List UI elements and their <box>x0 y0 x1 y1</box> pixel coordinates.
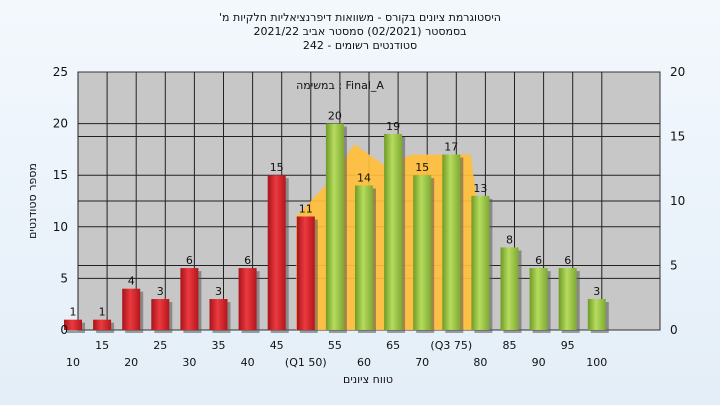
bar-15 <box>500 247 519 330</box>
x-tick-label: 65 <box>386 339 400 352</box>
bar-2 <box>122 288 141 330</box>
y-tick-label: 5 <box>60 271 68 285</box>
bar-value-label: 6 <box>244 254 251 267</box>
y-tick-label: 25 <box>53 65 68 79</box>
x-tick-label: 40 <box>241 356 255 369</box>
x-tick-label: 100 <box>586 356 607 369</box>
x-tick-label: 45 <box>270 339 284 352</box>
y-tick-label: 20 <box>53 117 68 131</box>
y2-tick-label: 0 <box>670 323 678 337</box>
bar-value-label: 1 <box>70 306 77 319</box>
chart-title-line-1: היסטוגרמת ציונים בקורס - משוואות דיפרנצי… <box>219 11 501 24</box>
y2-tick-label: 20 <box>670 65 685 79</box>
bar-12 <box>413 175 432 330</box>
x-tick-label: 95 <box>561 339 575 352</box>
bar-1 <box>93 319 112 330</box>
x-axis: 10 15 20 25 30 35 40 45(Q1 50)55 60 65 70(Q3 75)80… <box>66 339 607 369</box>
x-tick-label: (Q3 75) <box>430 339 472 352</box>
bar-0 <box>64 319 82 330</box>
bar-14 <box>471 195 490 330</box>
bar-3 <box>151 299 170 330</box>
bar-value-label: 14 <box>357 172 371 185</box>
bar-value-label: 3 <box>593 285 600 298</box>
x-tick-label: 60 <box>357 356 371 369</box>
bar-18 <box>587 299 606 330</box>
x-tick-label: 55 <box>328 339 342 352</box>
bar-value-label: 3 <box>157 285 164 298</box>
x-axis-label: טווח ציונים <box>343 373 393 386</box>
x-tick-label: 10 <box>66 356 80 369</box>
x-tick-label: 20 <box>124 356 138 369</box>
bars <box>64 123 609 333</box>
bar-value-label: 15 <box>270 161 284 174</box>
y-axis: 0 5 10 15 20 25 <box>53 65 68 337</box>
bar-17 <box>558 268 577 330</box>
bar-13 <box>442 154 461 330</box>
chart-title: היסטוגרמת ציונים בקורס - משוואות דיפרנצי… <box>219 11 501 52</box>
bar-7 <box>267 175 286 330</box>
chart-title-line-2: בסמסטר (02/2021) סמסטר אביב 2021/22 <box>253 25 466 38</box>
y2-tick-label: 15 <box>670 130 685 144</box>
y-tick-label: 10 <box>53 220 68 234</box>
chart-annotation: במשימה : Final_A <box>296 79 384 92</box>
bar-value-label: 17 <box>444 141 458 154</box>
chart-title-line-3: סטודנטים רשומים - 242 <box>303 39 417 52</box>
bar-8 <box>296 216 315 330</box>
bar-value-label: 15 <box>415 161 429 174</box>
bar-16 <box>529 268 548 330</box>
y2-tick-label: 5 <box>670 259 678 273</box>
x-tick-label: 25 <box>153 339 167 352</box>
x-tick-label: 80 <box>473 356 487 369</box>
bar-value-label: 6 <box>186 254 193 267</box>
bar-value-label: 3 <box>215 285 222 298</box>
y-axis-label: מספר סטודנטים <box>26 163 39 239</box>
bar-value-label: 19 <box>386 120 400 133</box>
bar-value-label: 13 <box>473 182 487 195</box>
y-tick-label: 15 <box>53 168 68 182</box>
bar-value-label: 1 <box>99 306 106 319</box>
y2-axis: 0 5 10 15 20 <box>670 65 685 337</box>
bar-value-label: 6 <box>535 254 542 267</box>
bar-4 <box>180 268 199 330</box>
bar-5 <box>209 299 228 330</box>
bar-10 <box>355 185 373 330</box>
x-tick-label: 90 <box>532 356 546 369</box>
bar-6 <box>238 268 257 330</box>
bar-value-label: 11 <box>299 202 313 215</box>
bar-9 <box>325 123 344 330</box>
x-tick-label: 70 <box>415 356 429 369</box>
x-tick-label: 15 <box>95 339 109 352</box>
y-tick-label: 0 <box>60 323 68 337</box>
x-tick-label: (Q1 50) <box>285 356 327 369</box>
bar-value-label: 8 <box>506 233 513 246</box>
bar-value-label: 6 <box>564 254 571 267</box>
y2-tick-label: 10 <box>670 194 685 208</box>
bar-11 <box>384 133 403 330</box>
bar-value-label: 4 <box>128 275 135 288</box>
x-tick-label: 35 <box>212 339 226 352</box>
x-tick-label: 85 <box>503 339 517 352</box>
x-tick-label: 30 <box>182 356 196 369</box>
bar-value-label: 20 <box>328 110 342 123</box>
